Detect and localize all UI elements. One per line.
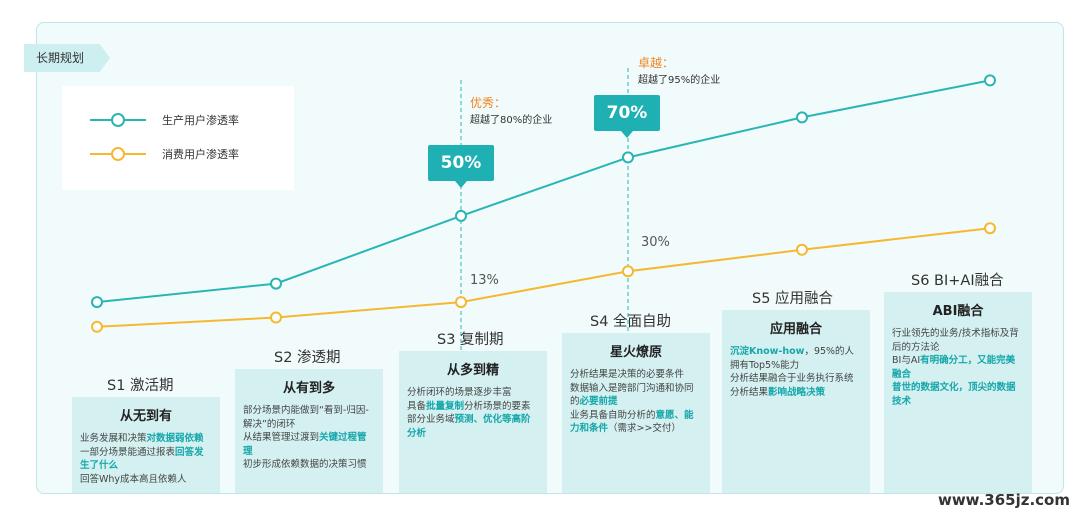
card-head-s4: 星火燎原 [609,345,662,360]
stage-card-s1: 从无到有 业务发展和决策对数据弱依赖 一部分场景能通过报表回答发生了什么 回答W… [72,397,220,493]
label-13: 13% [470,273,499,288]
stage-title-s4: S4 全面自助 [590,314,672,330]
point-production-s5 [796,111,808,124]
excellent-text: 超越了80%的企业 [470,115,553,126]
legend-label-production: 生产用户渗透率 [162,114,239,127]
stage-card-s3: 从多到精 分析闭环的场景逐步丰富 具备批量复制分析场景的要素 部分业务域预测、优… [399,351,547,493]
stage-title-s2: S2 渗透期 [274,350,341,366]
series-line-production [96,79,991,304]
legend-item-consumption: 消费用户渗透率 [90,144,290,164]
stage-title-s3: S3 复制期 [437,332,504,348]
stage-title-s1: S1 激活期 [107,378,174,394]
stage-card-s2: 从有到多 部分场景内能做到“看到-归因-解决”的闭环 从结果管理过渡到关键过程管… [235,369,383,493]
point-production-s4 [622,151,634,164]
point-production-s2 [270,277,282,290]
legend-item-production: 生产用户渗透率 [90,110,290,130]
excellent-title: 优秀： [470,96,507,110]
card-head-s5: 应用融合 [769,322,822,337]
point-consumption-s6 [984,222,996,235]
point-production-s6 [984,74,996,87]
legend: 生产用户渗透率 消费用户渗透率 [62,86,294,190]
stage-title-s5: S5 应用融合 [752,291,834,307]
label-30: 30% [641,235,670,250]
card-body-s1: 业务发展和决策对数据弱依赖 一部分场景能通过报表回答发生了什么 回答Why成本高… [80,433,204,485]
card-body-s4: 分析结果是决策的必要条件 数据输入是跨部门沟通和协同的必要前提 业务具备自助分析… [570,369,694,434]
card-head-s2: 从有到多 [282,381,335,396]
badge-50: 50% [428,145,494,188]
badge-70: 70% [594,95,660,138]
card-body-s5: 沉淀Know-how，95%的人拥有Top5%能力 分析结果融合于业务执行系统 … [730,346,855,398]
long-term-plan-tag: 长期规划 [24,44,110,72]
stage-card-s5: 应用融合 沉淀Know-how，95%的人拥有Top5%能力 分析结果融合于业务… [722,310,870,493]
point-consumption-s5 [796,243,808,256]
point-consumption-s2 [270,311,282,324]
card-head-s1: 从无到有 [119,409,172,424]
stage-card-s4: 星火燎原 分析结果是决策的必要条件 数据输入是跨部门沟通和协同的必要前提 业务具… [562,333,710,493]
card-head-s3: 从多到精 [446,363,499,378]
point-consumption-s1 [91,320,103,333]
legend-dot-gold [111,147,125,161]
point-production-s1 [91,296,103,309]
legend-label-consumption: 消费用户渗透率 [162,148,239,161]
stage-card-s6: ABI融合 行业领先的业务/技术指标及背后的方法论 BI与AI有明确分工，又能完… [884,292,1032,493]
legend-dot-teal [111,113,125,127]
outstanding-title: 卓越： [638,56,675,70]
watermark: www.365jz.com [937,491,1070,509]
point-production-s3 [455,209,467,222]
stage-title-s6: S6 BI+AI融合 [911,273,1004,289]
point-consumption-s4 [622,265,634,278]
card-body-s2: 部分场景内能做到“看到-归因-解决”的闭环 从结果管理过渡到关键过程管理 初步形… [243,405,369,470]
series-line-consumption [96,227,991,328]
card-head-s6: ABI融合 [932,304,984,319]
card-body-s3: 分析闭环的场景逐步丰富 具备批量复制分析场景的要素 部分业务域预测、优化等高阶分… [407,387,531,439]
point-consumption-s3 [455,296,467,309]
outstanding-text: 超越了95%的企业 [638,75,721,86]
card-body-s6: 行业领先的业务/技术指标及背后的方法论 BI与AI有明确分工，又能完美融合 普世… [892,328,1019,407]
